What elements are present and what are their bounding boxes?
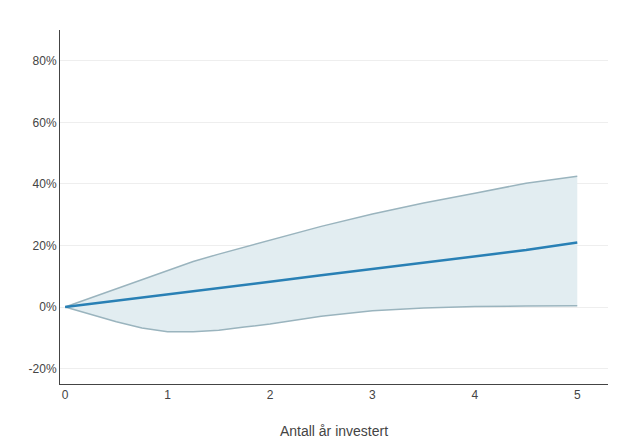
svg-text:80%: 80% xyxy=(33,54,57,68)
svg-text:60%: 60% xyxy=(33,116,57,130)
svg-text:-20%: -20% xyxy=(29,362,57,376)
svg-text:2: 2 xyxy=(267,388,274,402)
svg-text:0: 0 xyxy=(62,388,69,402)
svg-text:5: 5 xyxy=(574,388,581,402)
svg-text:20%: 20% xyxy=(33,239,57,253)
svg-text:1: 1 xyxy=(164,388,171,402)
svg-text:40%: 40% xyxy=(33,177,57,191)
svg-text:Antall år investert: Antall år investert xyxy=(280,423,388,439)
svg-text:4: 4 xyxy=(471,388,478,402)
svg-text:3: 3 xyxy=(369,388,376,402)
svg-text:0%: 0% xyxy=(39,300,57,314)
